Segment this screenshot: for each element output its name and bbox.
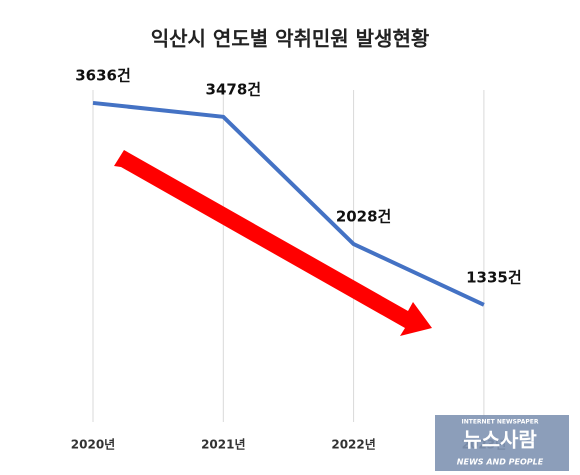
data-label: 2028건 (336, 208, 392, 226)
trend-arrow (114, 150, 432, 336)
x-tick-label: 2021년 (201, 438, 245, 452)
data-label: 1335건 (466, 268, 522, 286)
watermark: INTERNET NEWSPAPER 뉴스사람 NEWS AND PEOPLE (435, 415, 569, 471)
data-label: 3636건 (75, 66, 131, 84)
data-label: 3478건 (206, 80, 262, 98)
x-tick-label: 2022년 (331, 438, 375, 452)
line (92, 100, 485, 307)
watermark-top: INTERNET NEWSPAPER (461, 419, 538, 426)
x-tick-label: 2020년 (71, 438, 115, 452)
watermark-name: 뉴스사람 (463, 428, 537, 452)
chart-title: 익산시 연도별 악취민원 발생현황 (151, 27, 430, 51)
watermark-box (435, 415, 569, 471)
watermark-bottom: NEWS AND PEOPLE (457, 458, 544, 467)
